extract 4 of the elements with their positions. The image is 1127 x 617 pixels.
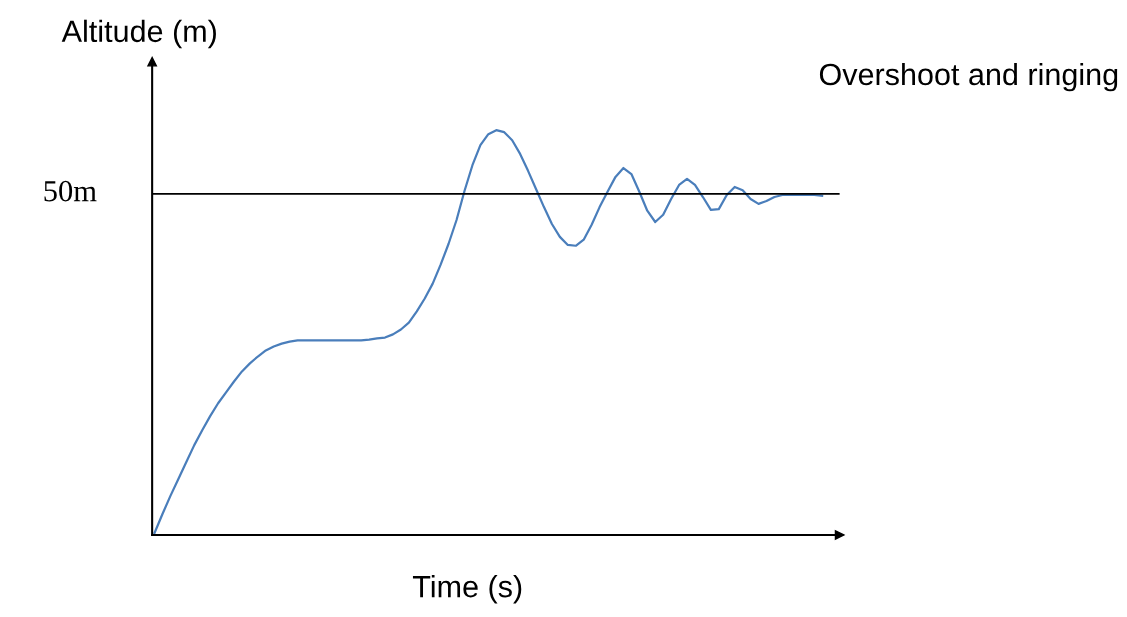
x-axis-title: Time (s) [412,574,522,604]
text: Overshoot and ringing [819,62,1118,92]
y-axis-title: Altitude (m) [61,19,216,49]
ref-line-label: 50m [44,180,97,202]
